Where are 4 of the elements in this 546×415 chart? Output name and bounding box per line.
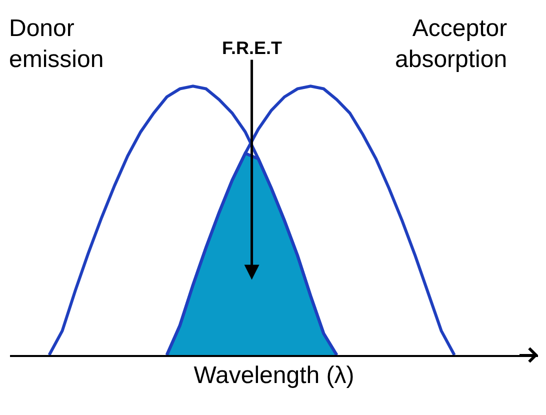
text: F.R.E.T: [222, 38, 282, 58]
text: Donor emission: [9, 15, 104, 74]
text: Acceptor absorption: [395, 15, 508, 74]
x-axis-title: Wavelength (λ): [194, 362, 354, 390]
